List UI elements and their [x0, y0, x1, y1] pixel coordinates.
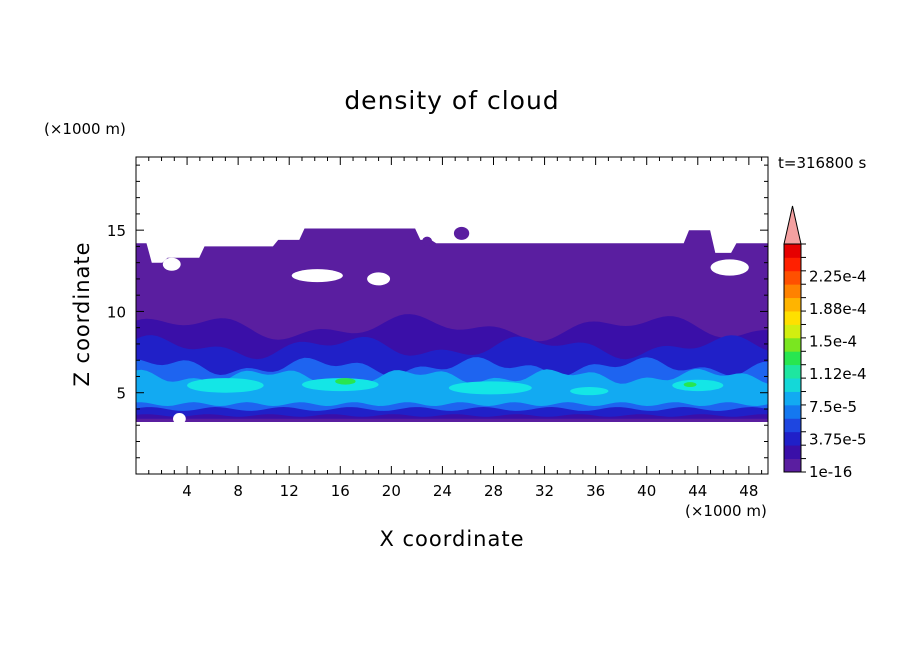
colorbar-label: 1.5e-4 [809, 333, 857, 351]
colorbar-segment [784, 391, 801, 406]
cyan-blob-2 [448, 381, 532, 395]
colorbar-segment [784, 431, 801, 446]
x-tick-label: 4 [182, 482, 192, 500]
y-tick-label: 5 [116, 385, 126, 403]
colorbar-label: 2.25e-4 [809, 268, 867, 286]
cyan-blob-4 [672, 379, 724, 392]
empty-pocket-1 [367, 272, 391, 286]
x-tick-label: 8 [233, 482, 243, 500]
x-tick-label: 16 [331, 482, 350, 500]
x-tick-label: 24 [433, 482, 452, 500]
x-tick-label: 36 [586, 482, 605, 500]
x-tick-label: 32 [535, 482, 554, 500]
time-label: t=316800 s [778, 154, 867, 172]
colorbar-segment [784, 364, 801, 379]
y-unit-label: (×1000 m) [44, 120, 126, 138]
y-tick-label: 10 [107, 303, 126, 321]
colorbar-segment [784, 351, 801, 366]
x-tick-label: 12 [280, 482, 299, 500]
colorbar-segment [784, 458, 801, 473]
colorbar-extend-arrow [783, 205, 802, 245]
x-tick-label: 20 [382, 482, 401, 500]
colorbar: 1e-16 3.75e-5 7.5e-5 1.12e-4 1.5e-4 1.88e-4 2.… [783, 205, 867, 481]
cyan-blob-3 [570, 387, 609, 396]
colorbar-segment [784, 257, 801, 272]
y-tick-label: 15 [107, 222, 126, 240]
colorbar-label: 1.12e-4 [809, 365, 867, 383]
colorbar-label: 1e-16 [809, 463, 852, 481]
colorbar-segment [784, 445, 801, 459]
contour-layers [136, 226, 768, 425]
colorbar-segment [784, 284, 801, 299]
empty-pocket-4 [173, 413, 186, 425]
colorbar-label: 3.75e-5 [809, 430, 867, 448]
isolated-blob-0 [453, 226, 470, 240]
x-tick-label: 48 [739, 482, 758, 500]
colorbar-segment [784, 270, 801, 285]
colorbar-label: 7.5e-5 [809, 398, 857, 416]
cyan-blob-1 [301, 378, 379, 392]
isolated-blob-1 [421, 236, 433, 247]
plot-area [136, 226, 768, 425]
colorbar-segment [784, 418, 801, 433]
green-peak-1 [683, 382, 697, 388]
x-unit-label: (×1000 m) [685, 502, 767, 520]
plot-frame [135, 156, 769, 475]
cyan-blob-0 [187, 378, 264, 393]
colorbar-segment [784, 404, 801, 419]
x-tick-label: 28 [484, 482, 503, 500]
colorbar-segment [784, 297, 801, 312]
colorbar-segment [784, 324, 801, 339]
colorbar-segment [784, 244, 801, 258]
colorbar-label: 1.88e-4 [809, 300, 867, 318]
x-tick-label: 44 [688, 482, 707, 500]
x-tick-label: 40 [637, 482, 656, 500]
empty-pocket-3 [710, 259, 749, 276]
colorbar-segment [784, 337, 801, 352]
colorbar-segment [784, 311, 801, 325]
empty-pocket-2 [162, 257, 181, 271]
colorbar-segment [784, 378, 801, 392]
chart-title: density of cloud [344, 86, 560, 115]
green-peak-0 [335, 378, 356, 385]
x-axis-label: X coordinate [379, 527, 525, 551]
empty-pocket-0 [291, 269, 343, 283]
